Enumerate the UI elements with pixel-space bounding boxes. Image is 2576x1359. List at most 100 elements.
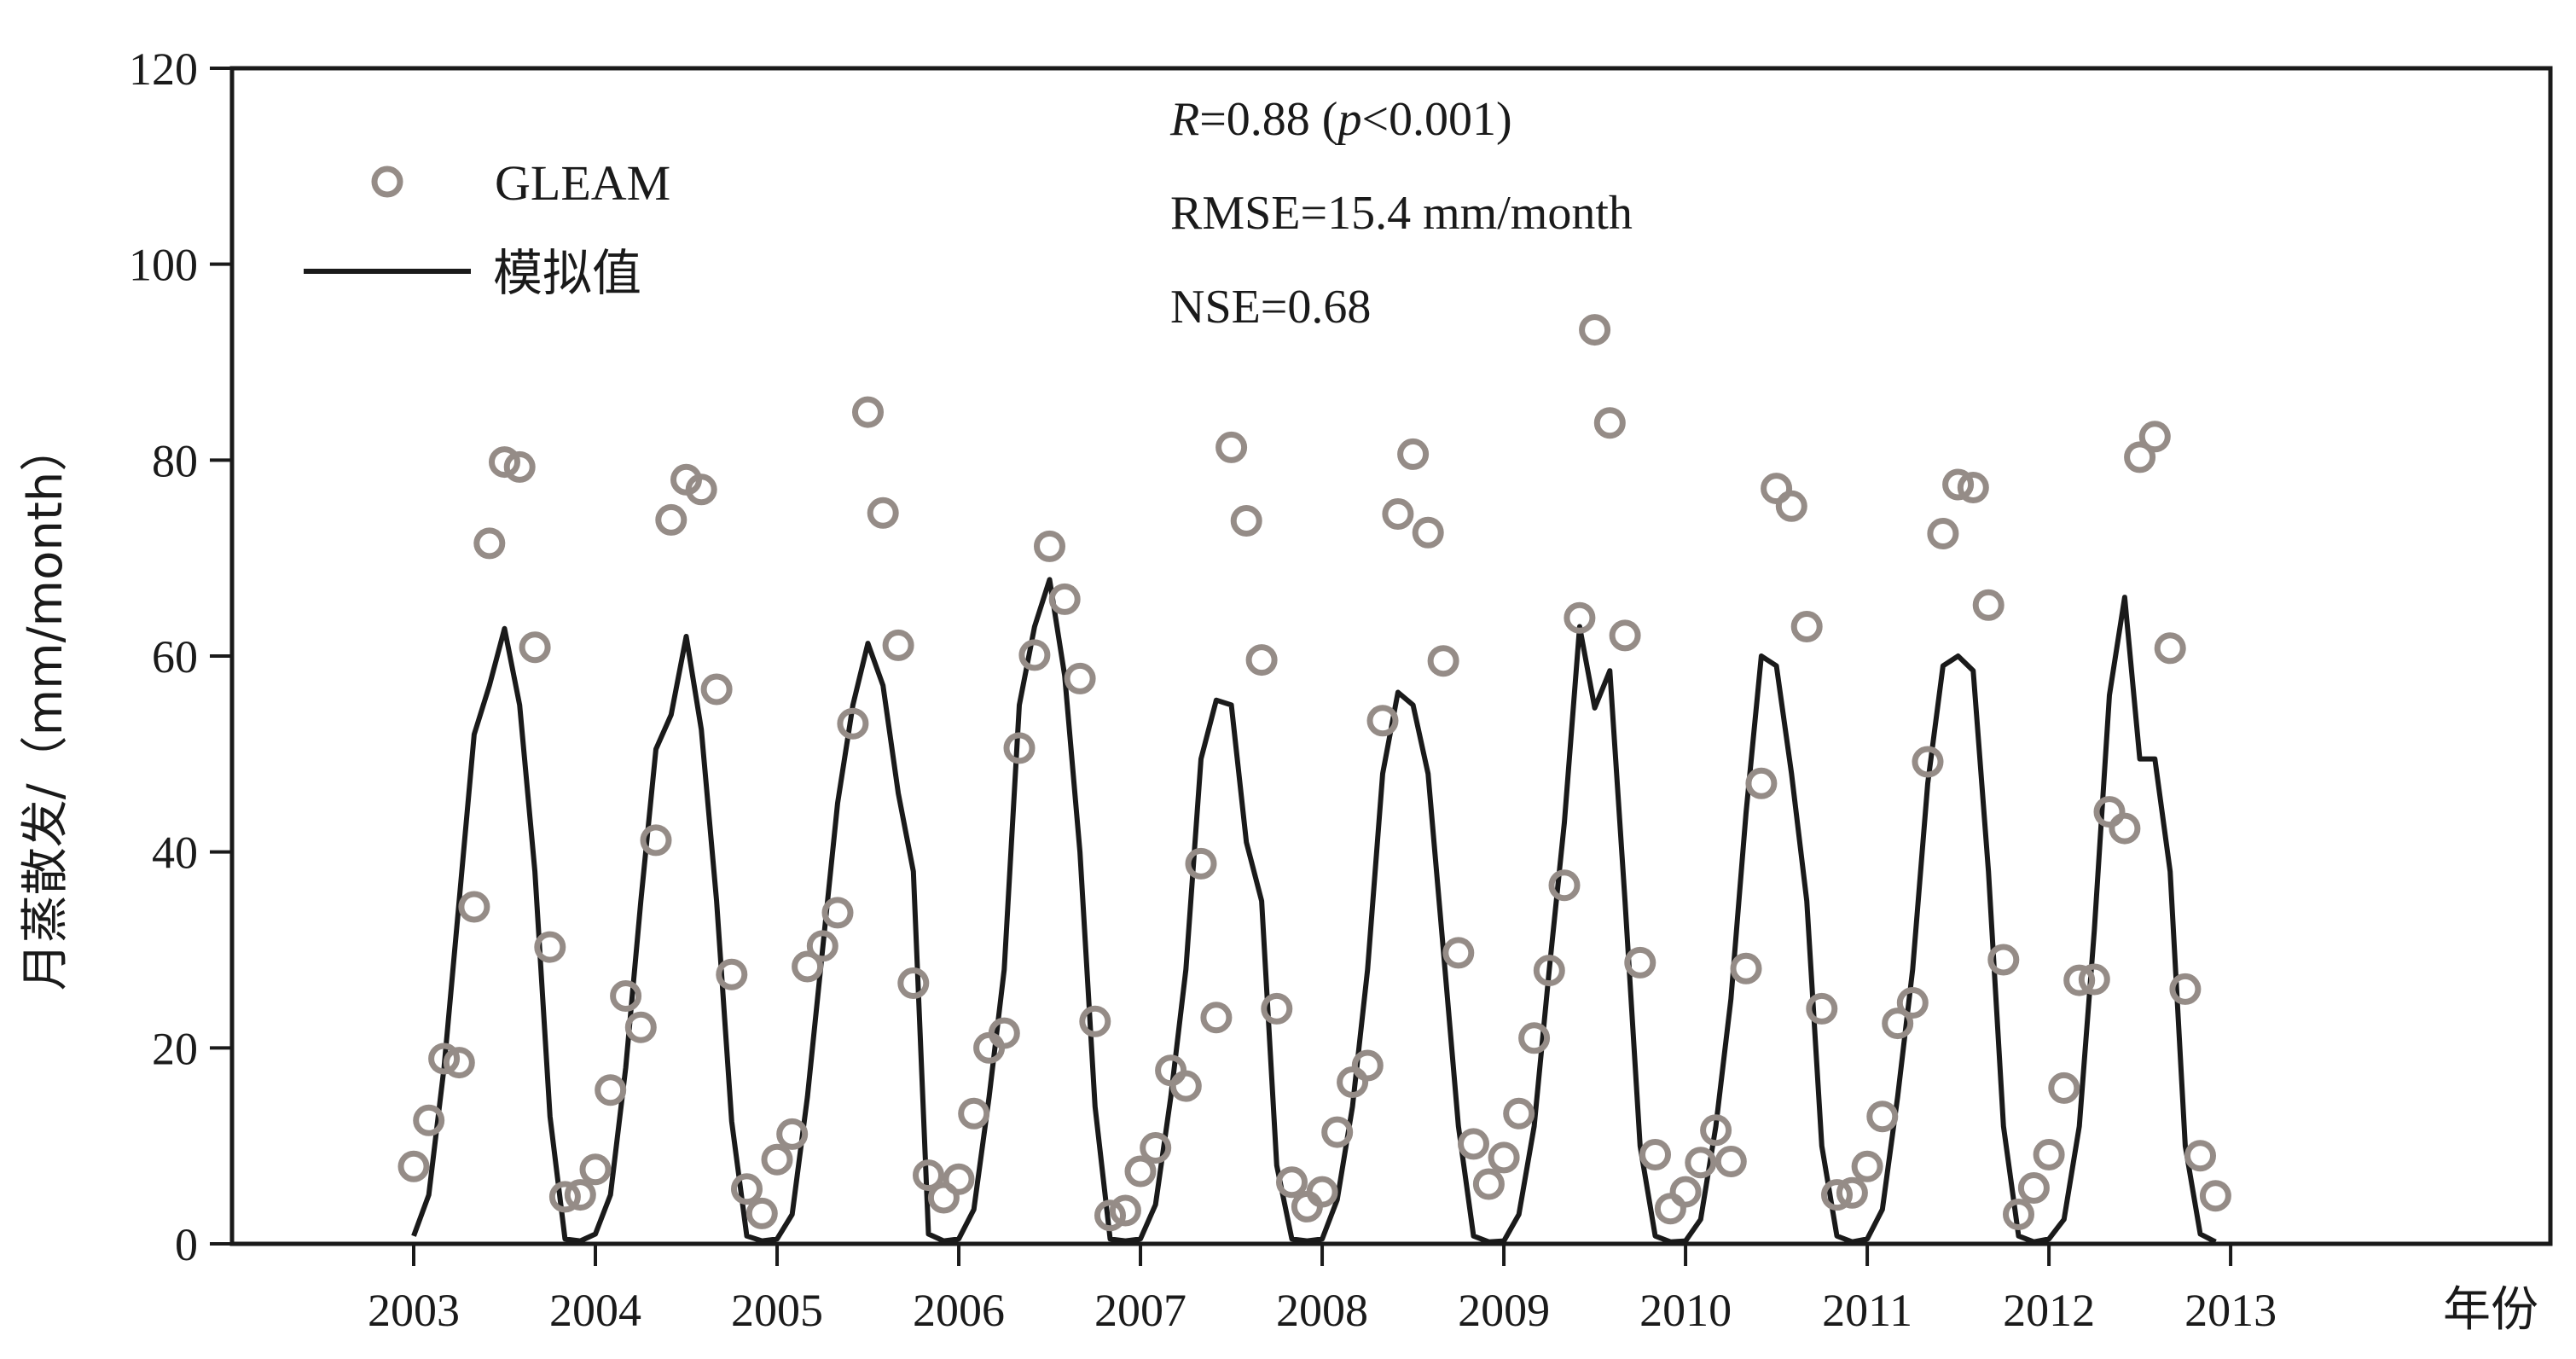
gleam-point xyxy=(958,1097,990,1130)
x-tick-label: 2011 xyxy=(1822,1285,1912,1336)
stat-p-symbol: p xyxy=(1334,93,1361,146)
legend-gleam-marker xyxy=(371,166,403,198)
gleam-point xyxy=(1397,438,1430,470)
gleam-point xyxy=(1442,937,1475,969)
gleam-point xyxy=(1882,1008,1914,1040)
gleam-point xyxy=(1064,662,1096,694)
series-layer xyxy=(397,314,2231,1245)
gleam-point xyxy=(1851,1150,1883,1182)
gleam-point xyxy=(897,967,930,999)
gleam-point xyxy=(700,673,733,706)
gleam-point xyxy=(1836,1176,1868,1209)
gleam-point xyxy=(2184,1140,2216,1172)
y-tick-label: 0 xyxy=(175,1219,198,1270)
gleam-point xyxy=(1185,847,1217,880)
gleam-point xyxy=(1109,1194,1141,1227)
gleam-point xyxy=(1140,1132,1172,1164)
gleam-point xyxy=(716,958,748,990)
stat-r-line: R=0.88 (p<0.001) xyxy=(1169,93,1512,146)
gleam-point xyxy=(413,1104,445,1136)
gleam-point xyxy=(1230,505,1262,537)
gleam-point xyxy=(1094,1199,1126,1232)
stat-r-value: =0.88 ( xyxy=(1199,93,1337,146)
gleam-point xyxy=(1276,1166,1308,1199)
legend: GLEAM 模拟值 xyxy=(304,155,670,302)
gleam-point xyxy=(1564,601,1596,634)
gleam-point xyxy=(2078,963,2110,996)
gleam-point xyxy=(761,1143,793,1176)
gleam-point xyxy=(1488,1141,1520,1174)
gleam-point xyxy=(1048,583,1081,615)
gleam-point xyxy=(1321,1116,1354,1148)
gleam-point xyxy=(927,1182,960,1214)
gleam-point xyxy=(973,1031,1006,1064)
gleam-point xyxy=(1548,869,1581,902)
gleam-point xyxy=(1745,767,1778,799)
x-tick-label: 2008 xyxy=(1276,1285,1368,1336)
y-tick-label: 120 xyxy=(129,44,198,95)
gleam-point xyxy=(655,503,688,536)
axes-layer: 0 20 40 60 80 100 120 2003 2004 2005 2006 2007 2008 2… xyxy=(18,44,2553,1338)
gleam-point xyxy=(1775,490,1807,522)
legend-gleam-label: GLEAM xyxy=(495,155,670,211)
x-tick-label: 2005 xyxy=(731,1285,823,1336)
gleam-point xyxy=(1761,473,1793,505)
gleam-point xyxy=(2109,812,2141,845)
gleam-point xyxy=(519,631,551,664)
gleam-point xyxy=(458,891,490,923)
legend-simulated-label: 模拟值 xyxy=(493,244,641,302)
x-tick-label: 2007 xyxy=(1094,1285,1186,1336)
gleam-point xyxy=(913,1159,944,1192)
gleam-point xyxy=(852,396,884,428)
stat-p-value: <0.001) xyxy=(1361,93,1511,146)
gleam-point xyxy=(1624,946,1656,979)
gleam-point xyxy=(610,980,642,1012)
gleam-point xyxy=(806,930,838,962)
gleam-point xyxy=(1245,644,1278,677)
gleam-point xyxy=(1639,1139,1671,1170)
gleam-point xyxy=(685,473,717,506)
gleam-point xyxy=(1215,431,1248,463)
gleam-point xyxy=(2199,1180,2231,1212)
x-tick-label: 2009 xyxy=(1458,1285,1550,1336)
gleam-point xyxy=(1579,314,1611,346)
gleam-point xyxy=(1472,1168,1505,1200)
gleam-point xyxy=(1034,530,1065,562)
gleam-point xyxy=(1714,1146,1747,1177)
gleam-point xyxy=(1351,1049,1384,1082)
gleam-point xyxy=(2048,1072,2080,1104)
gleam-point xyxy=(1079,1005,1111,1037)
gleam-point xyxy=(1306,1176,1338,1208)
x-tick-label: 2013 xyxy=(2184,1285,2277,1336)
gleam-point xyxy=(1458,1128,1489,1160)
gleam-point xyxy=(397,1150,430,1182)
gleam-point xyxy=(1821,1179,1853,1211)
x-axis-label: 年份 xyxy=(2443,1282,2538,1338)
x-tick-label: 2006 xyxy=(913,1285,1005,1336)
gleam-point xyxy=(1593,407,1626,439)
gleam-point xyxy=(1669,1176,1702,1208)
gleam-point xyxy=(473,527,506,560)
gleam-point xyxy=(564,1179,596,1211)
y-axis-label: 月蒸散发/（mm/month） xyxy=(18,424,73,991)
gleam-point xyxy=(1366,705,1399,737)
gleam-point xyxy=(2154,632,2186,665)
gleam-point xyxy=(1700,1114,1732,1147)
gleam-point xyxy=(2124,441,2156,473)
gleam-point xyxy=(1200,1002,1233,1034)
gleam-point xyxy=(837,707,869,740)
gleam-point xyxy=(595,1074,627,1106)
x-tick-label: 2010 xyxy=(1639,1285,1732,1336)
gleam-point xyxy=(1927,518,1959,549)
y-tick-label: 20 xyxy=(152,1023,198,1074)
gleam-point xyxy=(1912,746,1944,778)
stat-r-symbol: R xyxy=(1169,93,1199,146)
simulated-series-line xyxy=(411,577,2217,1245)
gleam-point xyxy=(1942,468,1975,501)
gleam-point xyxy=(1291,1190,1323,1223)
gleam-point xyxy=(1609,619,1641,652)
gleam-point xyxy=(624,1011,657,1043)
gleam-point xyxy=(1261,992,1293,1025)
x-tick-label: 2003 xyxy=(368,1285,460,1336)
